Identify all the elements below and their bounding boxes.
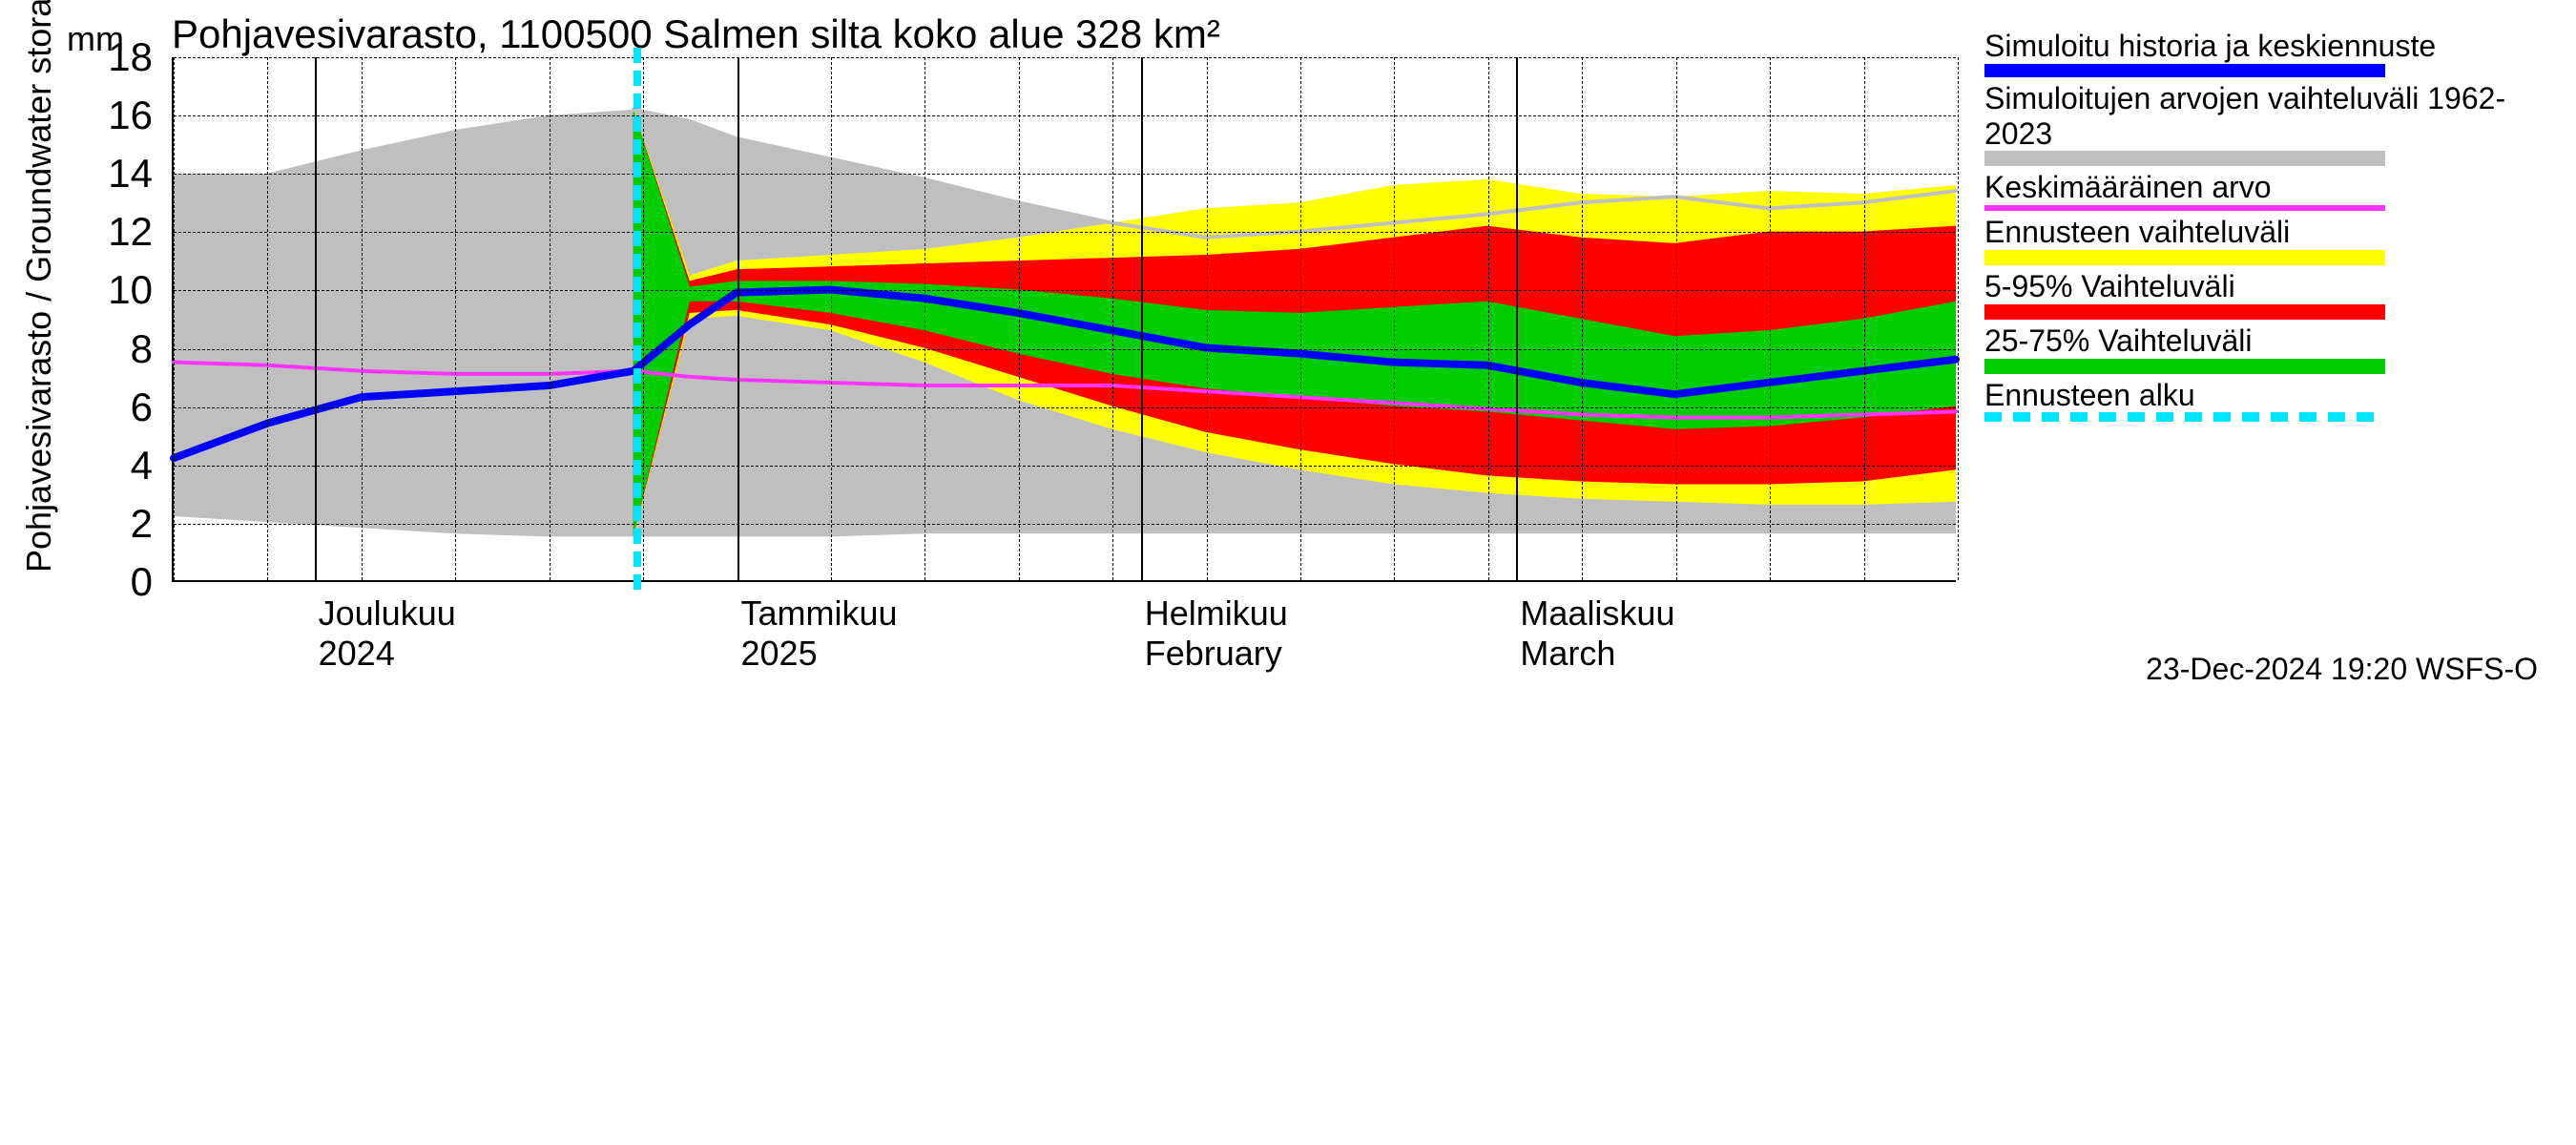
x-tick-bottom: February [1145,634,1282,674]
legend-swatch [1984,304,2385,320]
legend-label: Ennusteen vaihteluväli [1984,215,2557,250]
x-tick-bottom: 2024 [319,634,395,674]
legend-label: Ennusteen alku [1984,378,2557,413]
y-tick: 12 [95,209,153,255]
chart-svg [174,57,1956,580]
chart-title: Pohjavesivarasto, 1100500 Salmen silta k… [172,11,1220,57]
legend-label: 5-95% Vaihteluväli [1984,269,2557,304]
forecast-start-line [634,48,641,590]
legend-label: Keskimääräinen arvo [1984,170,2557,205]
legend-item: 25-75% Vaihteluväli [1984,323,2557,374]
x-tick-top: Maaliskuu [1520,593,1674,634]
legend: Simuloitu historia ja keskiennuste Simulo… [1984,29,2557,426]
legend-label: 25-75% Vaihteluväli [1984,323,2557,359]
y-tick: 10 [95,267,153,313]
x-tick-bottom: 2025 [741,634,818,674]
x-tick-top: Joulukuu [319,593,456,634]
legend-swatch [1984,412,2385,422]
y-tick: 0 [95,559,153,605]
legend-swatch [1984,359,2385,374]
y-tick: 2 [95,501,153,547]
x-tick-top: Tammikuu [741,593,898,634]
y-tick: 16 [95,93,153,138]
legend-item: Ennusteen vaihteluväli [1984,215,2557,265]
legend-item: 5-95% Vaihteluväli [1984,269,2557,320]
legend-swatch [1984,250,2385,265]
plot-area [172,57,1956,582]
y-tick: 8 [95,326,153,372]
legend-item: Keskimääräinen arvo [1984,170,2557,211]
y-tick: 18 [95,34,153,80]
y-tick: 4 [95,443,153,489]
legend-label: Simuloitujen arvojen vaihteluväli 1962-2… [1984,81,2557,152]
legend-swatch [1984,151,2385,166]
y-tick: 6 [95,385,153,430]
legend-item: Simuloitu historia ja keskiennuste [1984,29,2557,77]
x-tick-top: Helmikuu [1145,593,1288,634]
legend-swatch [1984,205,2385,211]
legend-item: Ennusteen alku [1984,378,2557,423]
legend-swatch [1984,64,2385,77]
legend-label: Simuloitu historia ja keskiennuste [1984,29,2557,64]
footer-timestamp: 23-Dec-2024 19:20 WSFS-O [2146,652,2538,687]
y-tick: 14 [95,151,153,197]
y-axis-label: Pohjavesivarasto / Groundwater storage [19,0,59,572]
x-tick-bottom: March [1520,634,1615,674]
legend-item: Simuloitujen arvojen vaihteluväli 1962-2… [1984,81,2557,167]
